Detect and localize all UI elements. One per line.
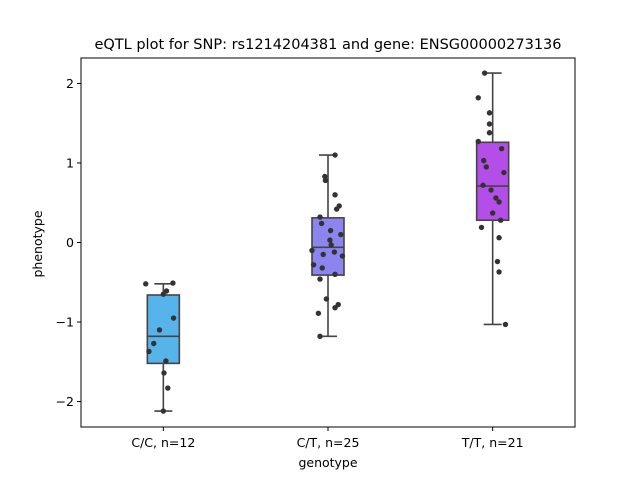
data-point [315, 310, 322, 316]
y-tick-label: 2 [66, 76, 74, 91]
data-point [331, 249, 338, 255]
data-point [327, 227, 334, 234]
box [146, 294, 181, 365]
data-point [151, 340, 157, 347]
data-point [475, 138, 481, 145]
data-point [497, 217, 504, 223]
data-point [488, 187, 494, 193]
data-point [332, 152, 338, 158]
data-point [481, 157, 487, 164]
plot-area [143, 70, 510, 414]
x-tick-label: C/C, n=12 [131, 435, 195, 450]
data-point [332, 192, 338, 198]
y-axis: −2 −1 0 1 2 [56, 76, 81, 409]
data-point [317, 333, 323, 340]
data-point [165, 385, 171, 391]
data-point [483, 164, 489, 170]
data-point [493, 195, 499, 201]
data-point [486, 121, 493, 127]
data-point [319, 265, 325, 271]
y-axis-label: phenotype [30, 210, 45, 277]
data-point [156, 327, 163, 333]
data-point [310, 262, 317, 268]
data-point [489, 210, 496, 216]
data-point [496, 235, 502, 241]
data-point [339, 253, 346, 259]
x-axis-label: genotype [298, 455, 357, 470]
x-axis: C/C, n=12 C/T, n=25 T/T, n=21 [131, 427, 524, 450]
data-point [333, 206, 340, 212]
data-point [498, 145, 505, 152]
y-tick-label: −1 [56, 315, 74, 330]
data-point [494, 258, 501, 265]
data-point [332, 305, 338, 311]
data-point [338, 231, 344, 238]
data-point [475, 95, 481, 101]
data-point [328, 242, 334, 248]
y-tick-label: 1 [66, 155, 74, 170]
data-point [317, 214, 323, 220]
data-point [309, 247, 315, 254]
data-point [478, 224, 485, 231]
data-point [320, 251, 326, 258]
data-point [322, 173, 328, 180]
data-point [486, 130, 493, 136]
data-point [318, 220, 325, 227]
data-point [332, 271, 338, 278]
x-tick-label: C/T, n=25 [297, 435, 360, 450]
data-point [501, 169, 507, 176]
data-point [143, 281, 149, 287]
chart-title: eQTL plot for SNP: rs1214204381 and gene… [94, 37, 561, 53]
data-point [170, 315, 177, 321]
data-point [323, 296, 330, 302]
data-point [146, 348, 152, 355]
data-point [161, 370, 167, 376]
data-point [327, 237, 333, 243]
data-point [160, 408, 167, 414]
data-point [160, 291, 167, 297]
data-point [322, 177, 329, 184]
data-point [317, 276, 323, 282]
data-point [163, 358, 169, 364]
data-point [496, 199, 502, 205]
data-point [486, 110, 493, 116]
x-tick-label: T/T, n=21 [461, 435, 524, 450]
data-point [481, 70, 488, 76]
data-point [480, 182, 486, 188]
data-point [502, 321, 509, 328]
data-point [496, 269, 502, 275]
y-tick-label: −2 [56, 394, 74, 409]
box [475, 141, 510, 222]
y-tick-label: 0 [66, 235, 74, 250]
data-point [170, 280, 176, 286]
